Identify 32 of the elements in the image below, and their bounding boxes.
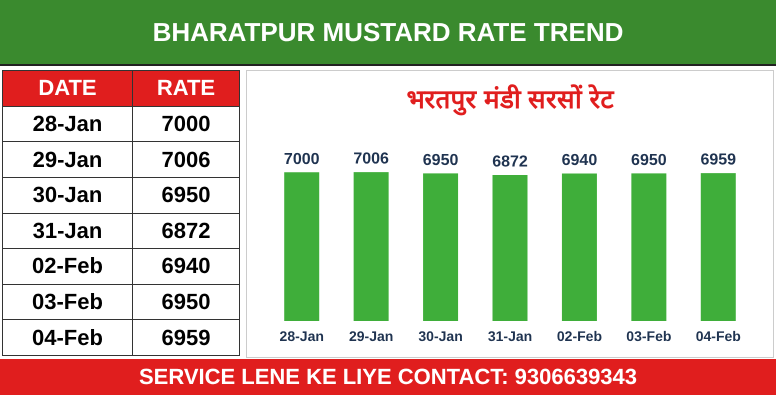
chart-title: BHARATPUR MUSTARD RATE TREND [0,0,776,66]
text: 03-Feb [2,284,132,320]
data-label: 7006 [353,150,390,168]
x-tick-label: 31-Jan [488,328,532,344]
data-label: 6950 [631,152,667,169]
text: 6872 [132,213,240,249]
data-label: 6950 [422,152,458,169]
text: 7000 [132,106,240,142]
text: 29-Jan [2,142,132,178]
x-tick-label: 30-Jan [418,328,463,344]
x-tick-label: 29-Jan [348,328,394,344]
text: 6959 [132,320,240,356]
text: 31-Jan [2,213,132,249]
text: RATE [132,70,240,106]
text: 6950 [132,284,240,320]
text: DATE [2,70,132,106]
data-label: 7000 [284,150,320,168]
data-label: 6940 [562,152,598,170]
text: 30-Jan [2,177,132,213]
text: 7006 [132,142,240,178]
x-tick-label: 02-Feb [556,328,602,344]
text: 6950 [132,177,240,213]
chart-subtitle: भरतपुर मंडी सरसों रेट [406,84,614,116]
text: 02-Feb [2,248,132,284]
x-tick-label: 28-Jan [280,328,324,344]
data-label: 6872 [492,153,528,170]
text: SERVICE LENE KE LIYE CONTACT: 9306639343 [0,359,776,395]
text: 6940 [132,248,240,284]
x-tick-label: 03-Feb [626,328,672,344]
data-label: 6959 [700,152,736,169]
text: 28-Jan [2,106,132,142]
x-tick-label: 04-Feb [696,328,741,344]
